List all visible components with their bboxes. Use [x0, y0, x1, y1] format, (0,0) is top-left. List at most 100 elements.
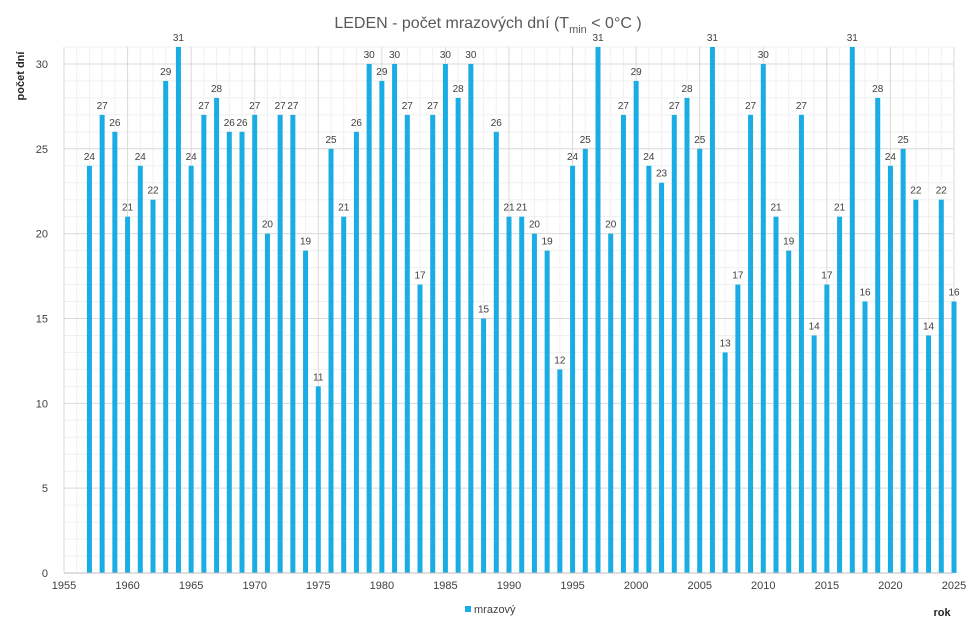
data-label: 24 — [567, 152, 579, 163]
bar — [811, 335, 817, 573]
data-label: 28 — [872, 84, 884, 95]
data-label: 27 — [618, 101, 630, 112]
x-tick-label: 1995 — [560, 580, 584, 592]
data-label: 16 — [948, 288, 960, 299]
bar — [900, 148, 906, 573]
data-label: 15 — [478, 304, 490, 315]
bar — [150, 199, 156, 574]
data-label: 31 — [707, 33, 719, 44]
x-axis-title: rok — [933, 607, 951, 619]
bar — [392, 63, 398, 573]
x-tick-label: 1955 — [52, 580, 76, 592]
data-label: 27 — [249, 101, 261, 112]
data-label: 19 — [300, 237, 312, 248]
data-label: 24 — [885, 152, 897, 163]
data-label: 21 — [338, 203, 350, 214]
chart-title-rest: < 0°C ) — [587, 15, 642, 32]
bar — [748, 114, 754, 573]
bar — [531, 233, 537, 574]
data-label: 17 — [414, 271, 426, 282]
data-label: 30 — [465, 50, 477, 61]
y-tick-label: 0 — [42, 568, 48, 580]
data-label: 26 — [109, 118, 121, 129]
bar — [646, 165, 652, 573]
data-label: 27 — [427, 101, 439, 112]
x-tick-label: 2015 — [815, 580, 839, 592]
data-label: 28 — [453, 84, 465, 95]
data-label: 17 — [732, 271, 744, 282]
bar — [442, 63, 448, 573]
data-label: 30 — [364, 50, 376, 61]
bar — [913, 199, 919, 574]
bar — [595, 47, 601, 573]
bar — [239, 131, 245, 573]
bar — [493, 131, 499, 573]
legend: mrazový — [465, 604, 516, 616]
data-label: 26 — [491, 118, 503, 129]
x-tick-label: 1965 — [179, 580, 203, 592]
bar — [264, 233, 270, 574]
bar — [315, 386, 321, 573]
data-label: 26 — [351, 118, 363, 129]
bar — [430, 114, 436, 573]
data-label: 29 — [631, 67, 643, 78]
data-label: 29 — [376, 67, 388, 78]
bar — [277, 114, 283, 573]
bar — [633, 80, 639, 573]
chart-title-subscript: min — [569, 24, 587, 36]
chart-title-main: LEDEN - počet mrazových dní (T — [334, 15, 569, 32]
bar — [837, 216, 843, 573]
bar — [773, 216, 779, 573]
bar — [557, 369, 563, 573]
data-label: 26 — [236, 118, 248, 129]
bar — [226, 131, 232, 573]
y-tick-labels: 0 5 10 15 20 25 30 — [36, 59, 48, 580]
bar — [735, 284, 741, 573]
data-label: 21 — [503, 203, 515, 214]
bar — [709, 47, 715, 573]
data-label: 20 — [605, 220, 617, 231]
x-tick-label: 2020 — [878, 580, 902, 592]
bar — [798, 114, 804, 573]
data-label: 25 — [898, 135, 910, 146]
data-label: 13 — [720, 338, 732, 349]
x-tick-label: 2025 — [942, 580, 966, 592]
data-label: 30 — [389, 50, 401, 61]
x-tick-label: 2005 — [687, 580, 711, 592]
data-label: 31 — [173, 33, 185, 44]
data-label: 27 — [669, 101, 681, 112]
bar — [570, 165, 576, 573]
bar — [214, 97, 220, 573]
bar — [112, 131, 118, 573]
bar — [659, 182, 665, 573]
bar — [608, 233, 614, 574]
x-tick-label: 1975 — [306, 580, 330, 592]
bar — [252, 114, 258, 573]
data-label: 17 — [821, 271, 833, 282]
data-label: 24 — [643, 152, 655, 163]
data-label: 25 — [694, 135, 706, 146]
y-tick-label: 20 — [36, 229, 48, 241]
y-axis-title: počet dní — [15, 51, 27, 101]
x-tick-label: 1970 — [242, 580, 266, 592]
bar — [290, 114, 296, 573]
data-label: 27 — [745, 101, 757, 112]
data-label: 22 — [936, 186, 948, 197]
data-label: 24 — [135, 152, 147, 163]
data-label: 27 — [97, 101, 109, 112]
data-label: 23 — [656, 169, 668, 180]
data-label: 26 — [224, 118, 236, 129]
data-label: 14 — [809, 321, 821, 332]
data-label: 31 — [847, 33, 859, 44]
y-tick-label: 15 — [36, 313, 48, 325]
bar — [951, 301, 957, 573]
bar — [722, 352, 728, 573]
y-tick-label: 10 — [36, 398, 48, 410]
bar — [175, 47, 181, 573]
data-label: 22 — [910, 186, 922, 197]
bar — [468, 63, 474, 573]
bar — [697, 148, 703, 573]
data-label: 11 — [313, 372, 324, 383]
